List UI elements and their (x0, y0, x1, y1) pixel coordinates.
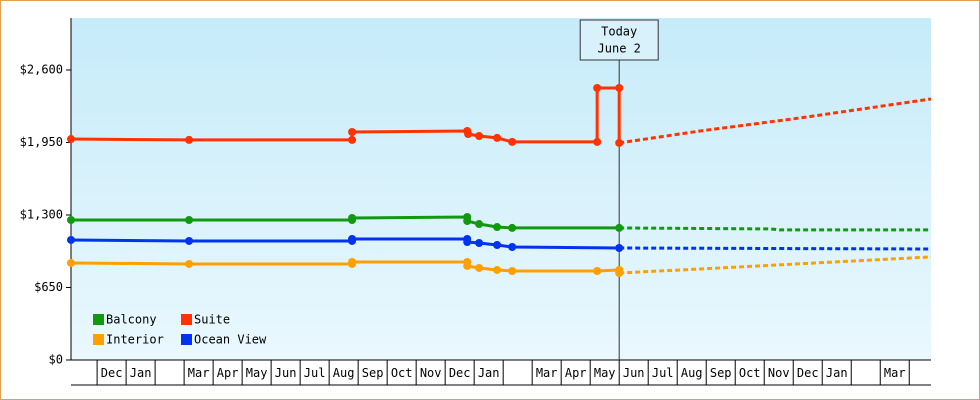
today-label: June 2 (598, 42, 641, 56)
data-point (508, 137, 517, 146)
data-point (185, 259, 194, 268)
data-point (463, 217, 472, 226)
data-point (348, 135, 357, 144)
x-tick-label: Oct (391, 366, 413, 380)
x-tick-label: Jul (304, 366, 326, 380)
data-point (185, 135, 194, 144)
x-tick-label: Oct (739, 366, 761, 380)
x-tick-label: Sep (362, 366, 384, 380)
x-tick-label: Dec (797, 366, 819, 380)
x-tick-label: Jun (275, 366, 297, 380)
x-tick-label: Jan (478, 366, 500, 380)
data-point (67, 135, 75, 144)
series-forecast-line (619, 226, 931, 232)
data-point (67, 235, 75, 244)
data-point (493, 223, 502, 232)
x-tick-label: Nov (420, 366, 442, 380)
data-point (615, 268, 624, 277)
data-point (464, 130, 473, 139)
x-tick-label: Aug (681, 366, 703, 380)
x-tick-label: Apr (217, 366, 239, 380)
legend-label: Interior (106, 333, 164, 347)
y-tick-label: $1,300 (20, 207, 63, 221)
x-tick-label: Mar (884, 366, 906, 380)
x-tick-label: Jan (130, 366, 152, 380)
data-point (348, 128, 357, 136)
x-tick-label: May (246, 366, 268, 380)
data-point (348, 234, 357, 243)
y-tick-label: $2,600 (20, 62, 63, 76)
data-point (615, 223, 624, 232)
data-point (185, 236, 194, 245)
x-tick-label: Mar (536, 366, 558, 380)
x-tick-label: Dec (449, 366, 471, 380)
data-point (508, 223, 517, 232)
x-tick-label: Mar (188, 366, 210, 380)
data-point (615, 244, 624, 253)
data-point (348, 257, 357, 266)
x-tick-label: Aug (333, 366, 355, 380)
x-tick-label: Jan (826, 366, 848, 380)
x-tick-label: Dec (101, 366, 123, 380)
x-tick-label: Jun (623, 366, 645, 380)
y-tick-label: $650 (34, 280, 63, 294)
x-tick-label: Sep (710, 366, 732, 380)
y-tick-label: $1,950 (20, 135, 63, 149)
data-point (593, 83, 602, 92)
data-point (493, 240, 502, 249)
data-point (508, 266, 517, 275)
today-label: Today (601, 25, 637, 39)
data-point (185, 216, 194, 225)
data-point (67, 216, 75, 225)
data-point (493, 265, 502, 274)
data-point (348, 214, 357, 223)
series-forecast-line (619, 255, 932, 275)
data-point (493, 133, 502, 142)
data-point (475, 238, 484, 247)
legend-swatch (93, 314, 104, 325)
x-tick-label: Apr (565, 366, 587, 380)
data-point (615, 138, 624, 147)
x-tick-label: Nov (768, 366, 790, 380)
legend-label: Ocean View (194, 333, 267, 347)
series-forecast-line (619, 246, 932, 251)
plot-area (71, 18, 931, 360)
data-point (593, 266, 602, 275)
x-tick-label: Jul (652, 366, 674, 380)
x-tick-label: May (594, 366, 616, 380)
series-forecast-line (618, 97, 932, 145)
data-point (615, 83, 624, 92)
data-point (67, 258, 75, 267)
legend-label: Suite (194, 313, 230, 327)
legend-swatch (181, 314, 192, 325)
data-point (508, 243, 517, 252)
legend-label: Balcony (106, 313, 157, 327)
today-box (579, 19, 659, 61)
data-point (593, 137, 602, 146)
data-point (475, 220, 484, 229)
legend-swatch (181, 334, 192, 345)
legend-swatch (93, 334, 104, 345)
data-point (475, 263, 484, 272)
data-point (475, 132, 484, 141)
data-point (463, 237, 472, 246)
y-tick-label: $0 (49, 353, 63, 367)
data-point (463, 261, 472, 270)
